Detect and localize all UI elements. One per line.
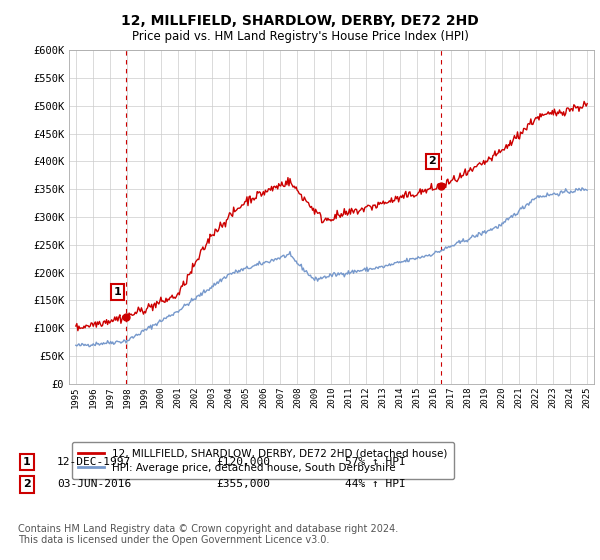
Text: 57% ↑ HPI: 57% ↑ HPI (345, 457, 406, 467)
Text: Contains HM Land Registry data © Crown copyright and database right 2024.
This d: Contains HM Land Registry data © Crown c… (18, 524, 398, 545)
Legend: 12, MILLFIELD, SHARDLOW, DERBY, DE72 2HD (detached house), HPI: Average price, d: 12, MILLFIELD, SHARDLOW, DERBY, DE72 2HD… (71, 442, 454, 479)
Text: 12, MILLFIELD, SHARDLOW, DERBY, DE72 2HD: 12, MILLFIELD, SHARDLOW, DERBY, DE72 2HD (121, 14, 479, 28)
Text: 1: 1 (114, 287, 121, 297)
Text: 1: 1 (23, 457, 31, 467)
Text: £355,000: £355,000 (216, 479, 270, 489)
Text: 44% ↑ HPI: 44% ↑ HPI (345, 479, 406, 489)
Text: 2: 2 (23, 479, 31, 489)
Text: 12-DEC-1997: 12-DEC-1997 (57, 457, 131, 467)
Text: Price paid vs. HM Land Registry's House Price Index (HPI): Price paid vs. HM Land Registry's House … (131, 30, 469, 43)
Text: 2: 2 (428, 156, 436, 166)
Text: 03-JUN-2016: 03-JUN-2016 (57, 479, 131, 489)
Text: £120,000: £120,000 (216, 457, 270, 467)
